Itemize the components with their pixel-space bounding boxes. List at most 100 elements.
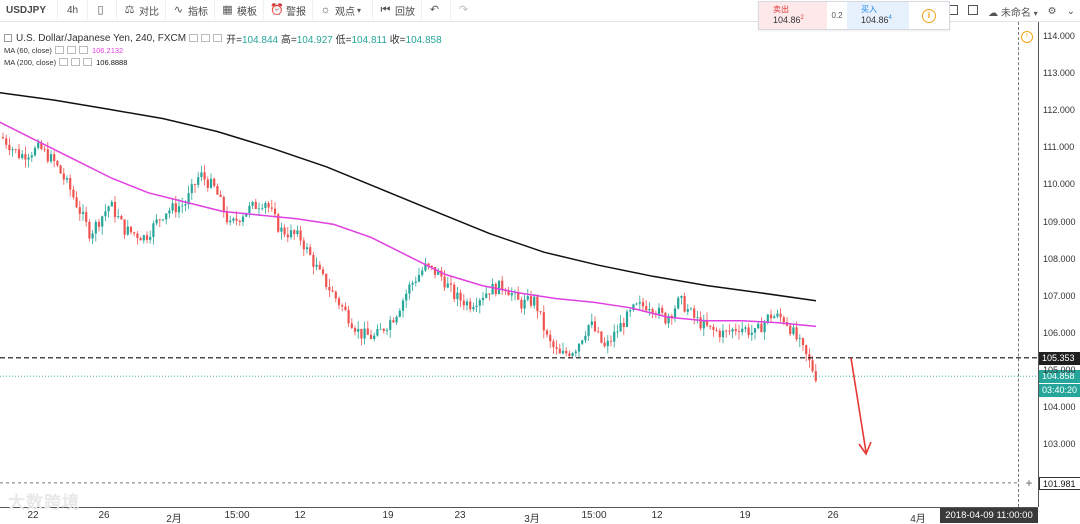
settings-icon[interactable] (201, 34, 211, 42)
visibility-icon[interactable] (189, 34, 199, 42)
candle-body (1, 137, 5, 139)
visibility-icon[interactable] (59, 58, 69, 66)
time-axis[interactable]: 22 26 2月 15:00 12 19 23 3月 15:00 12 19 26 4月 (0, 507, 1038, 524)
more-icon: ⌄ (1066, 5, 1075, 17)
candle-body (46, 149, 49, 162)
candle-body (289, 230, 293, 238)
save-chart-button[interactable]: ☁ 未命名 ▾ (983, 4, 1043, 19)
add-level-icon[interactable]: + (1025, 476, 1033, 490)
candle-body (283, 227, 286, 235)
candle-body (619, 322, 622, 332)
candle-body (296, 230, 299, 235)
indicators-label: 指标 (188, 7, 208, 18)
redo-button[interactable]: ↷ (451, 0, 479, 22)
replay-button[interactable]: ⏮ 回放 (373, 0, 422, 22)
candle-body (478, 300, 481, 306)
candle-body (181, 205, 184, 207)
interval-select[interactable]: 4h (58, 0, 88, 22)
candle-body (251, 201, 254, 206)
candle-body (389, 320, 392, 330)
candle-body (78, 207, 81, 214)
more-button[interactable]: ⌄ (1062, 6, 1080, 17)
more-icon[interactable] (78, 46, 88, 54)
candle-body (469, 301, 472, 310)
sell-button[interactable]: 卖出 104.862 (759, 2, 827, 29)
candle-body (360, 328, 363, 339)
candle-body (593, 321, 597, 332)
bar-countdown-tag: 03:40:20 (1039, 384, 1080, 398)
candle-body (520, 299, 523, 309)
right-toolbar: + ☁ 未命名 ▾ ⚙ ⌄ (933, 0, 1080, 22)
candle-body (225, 212, 229, 223)
indicators-button[interactable]: ∿ 指标 (166, 0, 215, 22)
candle-body (254, 201, 257, 209)
candle-body (741, 328, 744, 333)
candle-body (174, 203, 177, 213)
candle-body (645, 306, 648, 311)
more-icon[interactable] (213, 34, 223, 42)
candle-body (94, 221, 97, 234)
price-tick-label: 103.000 (1043, 439, 1076, 450)
candle-body (165, 213, 168, 220)
more-icon[interactable] (83, 58, 93, 66)
candle-body (625, 311, 629, 327)
time-tick-label: 4月 (910, 514, 926, 524)
ohlc-values: 开=104.844 高=104.927 低=104.811 收=104.858 (226, 31, 442, 46)
legend-ma200-row[interactable]: MA (200, close) 106.8888 (4, 56, 442, 68)
candle-body (792, 327, 795, 335)
candle-body (715, 329, 718, 331)
ideas-button[interactable]: ☼ 观点 ▾ (313, 0, 373, 22)
alert-button[interactable]: ⏰ 警报 (264, 0, 313, 22)
candle-body (449, 283, 453, 285)
undo-button[interactable]: ↶ (422, 0, 451, 22)
buy-button[interactable]: 买入 104.864 (847, 2, 909, 29)
candle-body (533, 296, 536, 306)
candle-body (267, 203, 270, 208)
target-price-tag: 101.981 (1039, 476, 1080, 490)
candle-body (177, 206, 181, 213)
templates-button[interactable]: ▦ 模板 (215, 0, 264, 22)
candle-body (398, 310, 401, 317)
down-arrow (850, 357, 872, 456)
collapse-legend-icon[interactable] (4, 34, 12, 42)
settings-icon[interactable] (66, 46, 76, 54)
resistance-price-tag: 105.353 (1039, 351, 1080, 365)
candle-body (145, 235, 149, 240)
price-chart[interactable] (0, 22, 1038, 507)
quote-info-button[interactable]: i (909, 2, 949, 29)
candle-body (40, 142, 43, 150)
settings-icon[interactable] (71, 58, 81, 66)
candle-body (270, 207, 273, 209)
candle-body (318, 264, 321, 270)
candle-body (21, 154, 24, 159)
candle-body (245, 212, 248, 217)
candle-body (453, 284, 456, 300)
legend-ma60-row[interactable]: MA (60, close) 106.2132 (4, 44, 442, 56)
candle-style-button[interactable]: ▯ (88, 0, 117, 22)
candle-body (344, 306, 347, 311)
compare-button[interactable]: ⚖ 对比 (117, 0, 166, 22)
layout-icon (968, 4, 979, 15)
candle-body (411, 282, 414, 285)
candle-body (392, 320, 395, 323)
price-tick-label: 113.000 (1043, 68, 1075, 79)
high-value: 104.927 (296, 34, 333, 46)
candle-body (433, 267, 437, 275)
price-axis[interactable]: 105.353 104.858 03:40:20 101.981 114.000… (1038, 22, 1080, 507)
candle-body (107, 206, 110, 212)
settings-button[interactable]: ⚙ (1043, 6, 1062, 17)
layout-button[interactable] (963, 4, 983, 18)
candle-body (293, 230, 296, 235)
candle-body (149, 236, 152, 240)
candle-body (670, 315, 673, 317)
symbol-search[interactable]: USDJPY (0, 0, 58, 22)
candle-body (773, 316, 776, 319)
candle-body (622, 322, 625, 327)
visibility-icon[interactable] (54, 46, 64, 54)
alert-clock-icon[interactable]: ! (1021, 31, 1033, 43)
candle-body (321, 269, 325, 274)
price-tick-label: 110.000 (1043, 179, 1075, 190)
ma60-label: MA (60, close) (4, 45, 52, 55)
candle-body (337, 298, 341, 306)
candle-body (811, 360, 814, 372)
